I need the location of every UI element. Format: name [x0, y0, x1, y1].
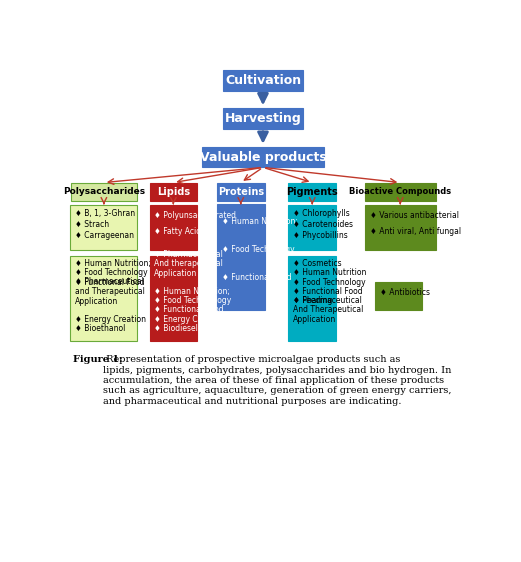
Text: ♦ Human Nutrition: ♦ Human Nutrition — [293, 269, 367, 278]
Text: Lipids: Lipids — [157, 187, 190, 197]
Text: ♦ Anti viral, Anti fungal: ♦ Anti viral, Anti fungal — [370, 226, 461, 235]
FancyBboxPatch shape — [70, 183, 137, 201]
Text: Bioactive Compounds: Bioactive Compounds — [349, 187, 451, 196]
Text: ♦ Various antibacterial: ♦ Various antibacterial — [370, 211, 459, 220]
FancyBboxPatch shape — [150, 256, 197, 341]
FancyBboxPatch shape — [365, 205, 436, 250]
Text: Valuable products: Valuable products — [200, 151, 326, 164]
FancyBboxPatch shape — [150, 205, 197, 250]
Text: ♦ Pharmaceutical
And Therapeutical
Application: ♦ Pharmaceutical And Therapeutical Appli… — [293, 296, 364, 324]
Text: ♦ Pharmaceutical
and Therapeutical
Application: ♦ Pharmaceutical and Therapeutical Appli… — [75, 277, 145, 306]
Text: Pigments: Pigments — [287, 187, 338, 197]
Text: ♦ Human Nutrition;: ♦ Human Nutrition; — [154, 287, 230, 296]
Text: ♦ Functional Food: ♦ Functional Food — [293, 287, 363, 296]
Text: ♦ B, 1, 3-Ghran: ♦ B, 1, 3-Ghran — [75, 209, 135, 218]
Text: ♦ Functional Food: ♦ Functional Food — [75, 278, 145, 287]
Text: ♦ Antibiotics: ♦ Antibiotics — [380, 288, 430, 297]
FancyBboxPatch shape — [70, 256, 137, 341]
Text: Proteins: Proteins — [218, 187, 264, 197]
FancyBboxPatch shape — [150, 183, 197, 201]
Text: ♦ Food Technology: ♦ Food Technology — [293, 278, 366, 287]
Text: Cultivation: Cultivation — [225, 74, 301, 87]
FancyBboxPatch shape — [289, 205, 336, 250]
FancyBboxPatch shape — [289, 183, 336, 201]
Text: ♦ Functional Food: ♦ Functional Food — [222, 274, 291, 283]
FancyBboxPatch shape — [217, 183, 265, 201]
Text: ♦ Feeding: ♦ Feeding — [293, 296, 332, 305]
Text: ♦ Bioethanol: ♦ Bioethanol — [75, 324, 126, 333]
FancyBboxPatch shape — [202, 147, 324, 167]
Text: ♦ Cosmetics: ♦ Cosmetics — [293, 259, 342, 268]
Text: ♦ Chlorophylls: ♦ Chlorophylls — [293, 209, 350, 218]
Text: ♦ Carotenoides: ♦ Carotenoides — [293, 220, 353, 229]
Text: Figure 1:: Figure 1: — [73, 355, 123, 364]
FancyBboxPatch shape — [365, 183, 436, 201]
Text: Polysaccharides: Polysaccharides — [63, 187, 145, 196]
Text: ♦ Pharmaceutical
And therapeutical
Application: ♦ Pharmaceutical And therapeutical Appli… — [154, 250, 223, 278]
Text: ♦ Functional Food: ♦ Functional Food — [154, 305, 224, 314]
Text: ♦ Human Nutrition;: ♦ Human Nutrition; — [75, 259, 151, 268]
FancyBboxPatch shape — [222, 70, 303, 91]
FancyBboxPatch shape — [70, 205, 137, 250]
FancyBboxPatch shape — [375, 282, 423, 310]
Text: ♦ Energy Creation: ♦ Energy Creation — [75, 315, 146, 324]
Text: ♦ Energy Creation: ♦ Energy Creation — [154, 315, 226, 324]
Text: Harvesting: Harvesting — [225, 112, 301, 125]
FancyBboxPatch shape — [217, 204, 265, 310]
Text: ♦ Strach: ♦ Strach — [75, 220, 109, 229]
FancyBboxPatch shape — [222, 108, 303, 129]
Text: ♦ Human Nutrition;: ♦ Human Nutrition; — [222, 217, 297, 226]
Text: ♦ Phycobillins: ♦ Phycobillins — [293, 231, 348, 240]
Text: ♦ Food Technology: ♦ Food Technology — [75, 269, 148, 278]
Text: Representation of prospective microalgae products such as
lipids, pigments, carb: Representation of prospective microalgae… — [104, 355, 452, 406]
Text: ♦ Food Technology: ♦ Food Technology — [222, 245, 294, 254]
FancyBboxPatch shape — [289, 256, 336, 341]
Text: ♦ Carrageenan: ♦ Carrageenan — [75, 231, 134, 240]
Text: ♦ Polyunsaccharated: ♦ Polyunsaccharated — [154, 211, 237, 220]
Text: ♦ Fatty Acids: ♦ Fatty Acids — [154, 226, 205, 235]
Text: ♦ Food Techonology: ♦ Food Techonology — [154, 296, 232, 305]
Text: ♦ Biodiesel: ♦ Biodiesel — [154, 324, 198, 333]
